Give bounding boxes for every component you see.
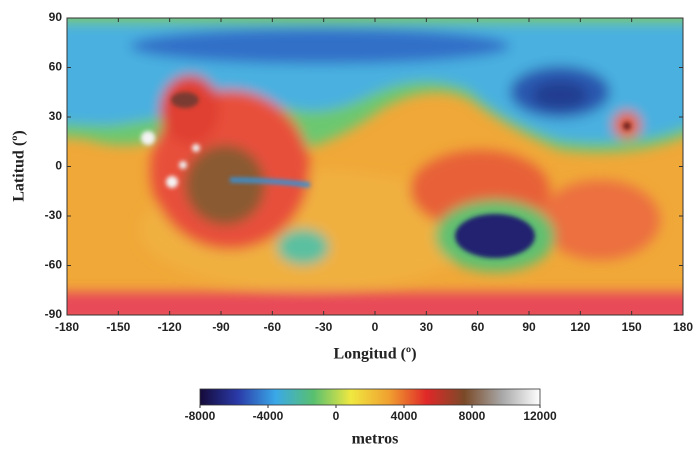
y-axis-label: Latitud (º): [11, 130, 28, 202]
colorbar-tick-label: 8000: [459, 409, 486, 423]
x-tick-label: -90: [212, 320, 230, 334]
colorbar: [199, 388, 541, 406]
x-axis-label: Longitud (º): [333, 346, 416, 363]
x-tick-label: 150: [622, 320, 642, 334]
colorbar-tick-label: 12000: [523, 409, 557, 423]
y-tick-label: 30: [49, 109, 63, 123]
y-tick-label: 60: [49, 60, 63, 74]
x-tick-label: 0: [372, 320, 379, 334]
x-tick-label: 180: [673, 320, 693, 334]
x-tick-label: -180: [55, 320, 79, 334]
x-tick-label: 30: [420, 320, 434, 334]
x-tick-label: -120: [158, 320, 182, 334]
colorbar-tick-label: -8000: [185, 409, 216, 423]
colorbar-tick-label: -4000: [253, 409, 284, 423]
colorbar-tick-label: 4000: [391, 409, 418, 423]
x-tick-label: -150: [106, 320, 130, 334]
x-tick-label: -30: [315, 320, 333, 334]
colorbar-label: metros: [352, 431, 399, 448]
x-tick-label: 90: [522, 320, 536, 334]
topography-map: [67, 18, 683, 315]
y-tick-label: 90: [49, 10, 63, 24]
x-tick-label: 120: [570, 320, 590, 334]
y-tick-label: -60: [45, 258, 63, 272]
y-tick-label: 0: [55, 159, 62, 173]
colorbar-tick-label: 0: [333, 409, 340, 423]
y-tick-label: -90: [45, 307, 63, 321]
x-tick-label: -60: [264, 320, 282, 334]
y-tick-label: -30: [45, 208, 63, 222]
x-tick-label: 60: [471, 320, 485, 334]
